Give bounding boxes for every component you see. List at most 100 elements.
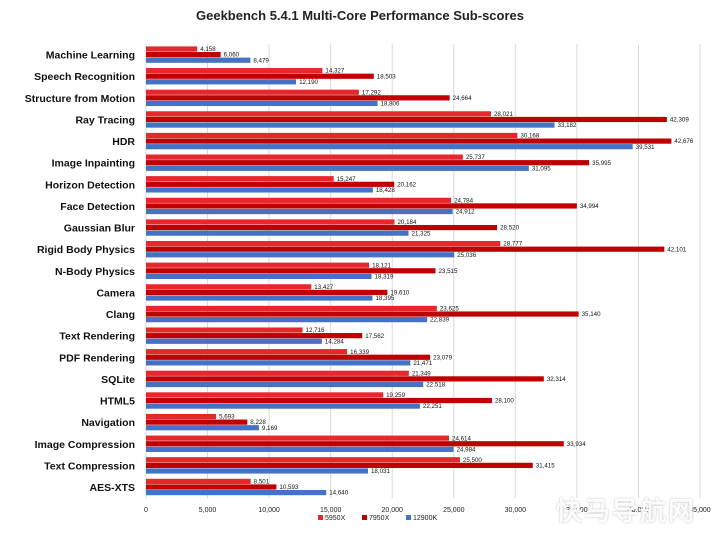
bar-5950X xyxy=(146,392,384,398)
x-tick-label: 40,000 xyxy=(628,507,650,514)
data-label: 12,716 xyxy=(306,327,325,334)
category-label: Image Compression xyxy=(35,439,135,451)
data-label: 23,625 xyxy=(440,306,459,313)
bar-5950X xyxy=(146,68,323,74)
bar-7950X xyxy=(146,224,498,231)
category-label: Text Compression xyxy=(44,460,135,472)
bar-7950X xyxy=(146,484,277,490)
category-label: Navigation xyxy=(81,417,135,429)
data-label: 16,339 xyxy=(350,349,369,356)
x-tick-label: 45,000 xyxy=(689,507,711,514)
data-label: 21,325 xyxy=(412,230,431,237)
data-label: 24,614 xyxy=(452,435,471,442)
category-label: Horizon Detection xyxy=(45,179,135,191)
bar-5950X xyxy=(146,46,198,52)
data-label: 18,503 xyxy=(377,73,396,80)
data-label: 25,500 xyxy=(463,457,482,464)
category-label: Clang xyxy=(106,309,135,321)
bar-12900K xyxy=(146,165,529,171)
x-axis-ticks: 0 5,000 10,000 15,000 20,000 25,000 30,000 35,0… xyxy=(144,507,711,514)
bar-5950X xyxy=(146,327,303,333)
data-label: 8,501 xyxy=(254,478,270,485)
legend-label: 5950X xyxy=(325,515,346,522)
data-label: 39,531 xyxy=(636,144,655,151)
legend: 5950X 7950X 12900K xyxy=(318,515,437,522)
data-label: 28,520 xyxy=(500,225,519,232)
data-label: 19,610 xyxy=(390,290,409,297)
category-label: Text Rendering xyxy=(59,331,135,343)
x-tick-label: 0 xyxy=(144,507,148,514)
data-label: 18,031 xyxy=(371,468,390,475)
bar-5950X xyxy=(146,349,348,355)
data-label: 18,395 xyxy=(375,295,394,302)
bar-7950X xyxy=(146,354,431,360)
bar-7950X xyxy=(146,246,665,252)
bar-7950X xyxy=(146,138,672,144)
data-label: 31,095 xyxy=(532,165,551,172)
bar-12900K xyxy=(146,273,372,279)
legend-label: 12900K xyxy=(413,515,437,522)
data-label: 20,162 xyxy=(397,181,416,188)
bar-7950X xyxy=(146,160,590,166)
data-label: 17,562 xyxy=(365,333,384,340)
data-label: 24,984 xyxy=(457,446,476,453)
bar-12900K xyxy=(146,446,454,452)
bar-7950X xyxy=(146,95,450,101)
data-label: 14,327 xyxy=(325,68,344,75)
category-label: Speech Recognition xyxy=(34,71,135,83)
data-label: 28,021 xyxy=(494,111,513,118)
data-label: 24,912 xyxy=(456,209,475,216)
x-tick-label: 30,000 xyxy=(505,507,527,514)
data-label: 13,427 xyxy=(314,284,333,291)
category-label: HTML5 xyxy=(100,396,135,408)
bar-7950X xyxy=(146,268,436,274)
data-label: 23,079 xyxy=(433,354,452,361)
bar-5950X xyxy=(146,435,450,441)
data-label: 21,349 xyxy=(412,370,431,377)
bar-5950X xyxy=(146,284,312,290)
category-label: N-Body Physics xyxy=(55,266,135,278)
bar-12900K xyxy=(146,57,251,63)
category-label: Face Detection xyxy=(60,201,135,213)
data-label: 22,839 xyxy=(430,317,449,324)
bar-12900K xyxy=(146,187,373,193)
x-tick-label: 35,000 xyxy=(566,507,588,514)
bar-7950X xyxy=(146,419,248,425)
data-label: 9,169 xyxy=(262,425,278,432)
data-label: 18,319 xyxy=(375,274,394,281)
bar-5950X xyxy=(146,370,409,376)
bar-5950X xyxy=(146,478,251,484)
bar-12900K xyxy=(146,252,455,258)
category-label: Machine Learning xyxy=(46,50,135,62)
bar-7950X xyxy=(146,376,544,382)
bar-12900K xyxy=(146,403,420,409)
data-label: 33,182 xyxy=(558,122,577,129)
bar-5950X xyxy=(146,154,463,160)
category-label: PDF Rendering xyxy=(59,352,135,364)
data-label: 25,036 xyxy=(457,252,476,259)
data-label: 17,292 xyxy=(362,89,381,96)
data-label: 14,640 xyxy=(329,490,348,497)
data-label: 15,247 xyxy=(337,176,356,183)
data-label: 30,168 xyxy=(520,133,539,140)
bar-7950X xyxy=(146,203,577,209)
legend-label: 7950X xyxy=(369,515,390,522)
bar-12900K xyxy=(146,79,297,85)
data-label: 24,664 xyxy=(453,95,472,102)
data-label: 5,693 xyxy=(219,414,235,421)
category-label: Structure from Motion xyxy=(25,93,135,105)
data-label: 33,934 xyxy=(567,441,586,448)
category-label: Camera xyxy=(96,287,135,299)
bar-7950X xyxy=(146,333,363,339)
category-label: HDR xyxy=(112,136,135,148)
data-label: 20,184 xyxy=(397,219,416,226)
data-label: 23,515 xyxy=(438,268,457,275)
bar-5950X xyxy=(146,132,518,139)
legend-swatch-12900K xyxy=(406,515,411,520)
legend-swatch-7950X xyxy=(362,515,367,520)
legend-swatch-5950X xyxy=(318,515,323,520)
bar-12900K xyxy=(146,100,378,107)
data-label: 18,428 xyxy=(376,187,395,194)
bar-7950X xyxy=(146,116,667,123)
data-label: 28,777 xyxy=(503,241,522,248)
